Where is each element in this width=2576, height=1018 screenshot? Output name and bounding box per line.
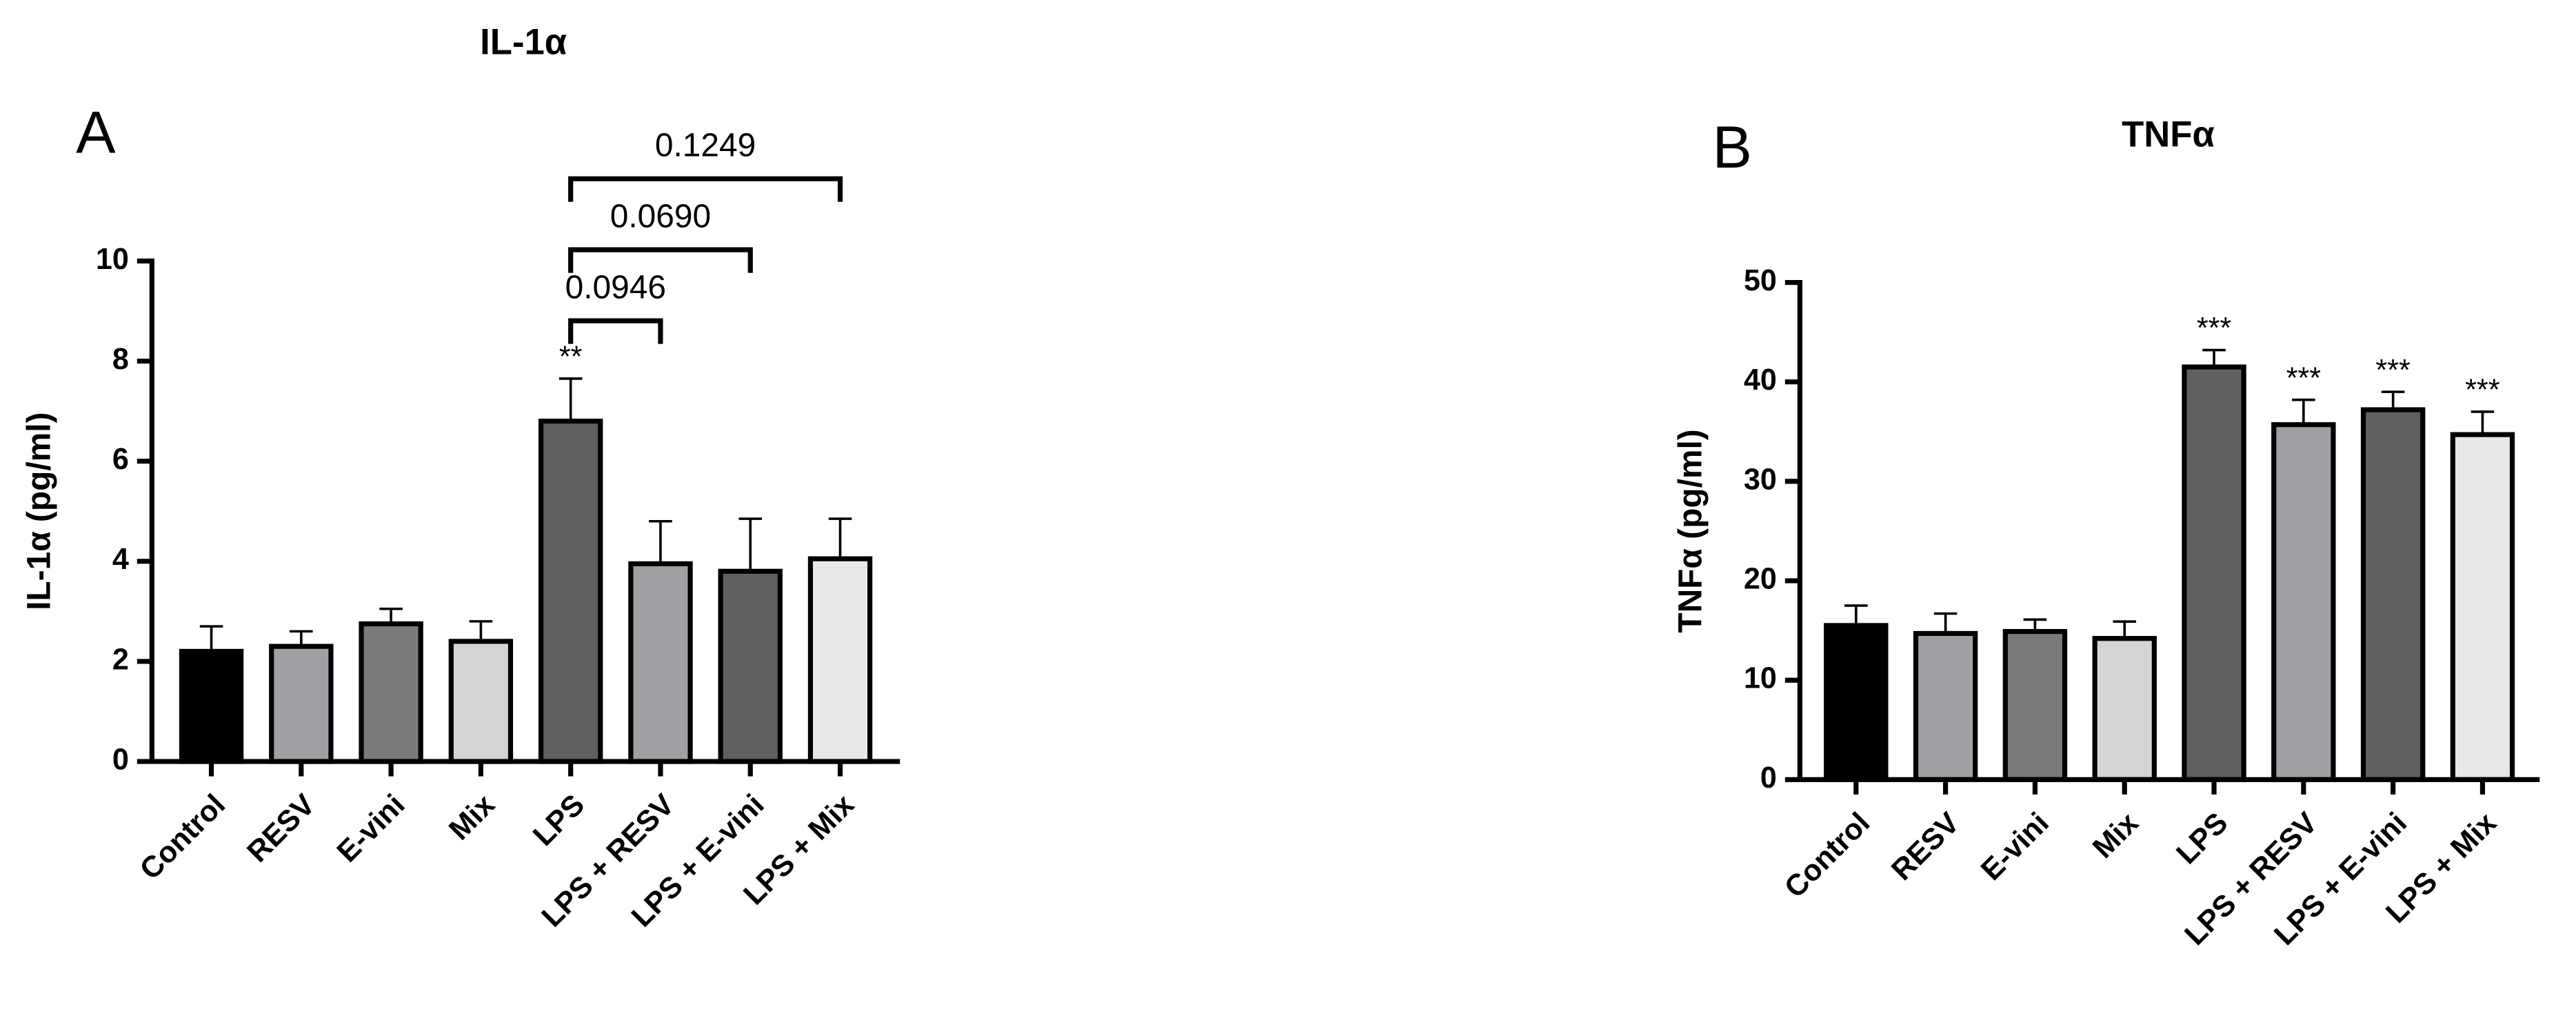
bar — [2182, 364, 2246, 782]
x-tick-label: LPS — [527, 788, 591, 852]
significance-label: *** — [2286, 361, 2322, 395]
bar — [2271, 422, 2336, 782]
x-tick-label: Control — [134, 788, 232, 886]
x-tick-label: Mix — [443, 788, 501, 847]
bar — [269, 643, 334, 764]
bar — [359, 621, 423, 764]
y-tick-label: 8 — [112, 343, 129, 376]
significance-label: *** — [2197, 312, 2232, 345]
bar — [628, 561, 693, 764]
y-tick-label: 2 — [112, 643, 129, 676]
comparison-bracket — [568, 318, 663, 344]
bar — [1824, 623, 1889, 782]
significance-label: *** — [2375, 354, 2411, 387]
bar — [538, 419, 603, 764]
comparison-bracket — [568, 247, 753, 273]
x-tick-label: E-vini — [1975, 806, 2055, 887]
bar — [448, 639, 514, 764]
x-tick-label: RESV — [241, 788, 321, 869]
chart-title: IL-1α — [480, 22, 567, 63]
bar — [1913, 630, 1978, 782]
y-tick-label: 20 — [1744, 562, 1777, 595]
y-tick-label: 0 — [112, 743, 129, 776]
x-tick-label: LPS — [2170, 806, 2234, 870]
panel-label: B — [1712, 114, 1752, 181]
y-tick-label: 10 — [96, 243, 129, 276]
x-tick-label: E-vini — [331, 788, 412, 869]
y-tick-label: 30 — [1744, 463, 1777, 496]
bar — [179, 648, 244, 764]
bar — [2360, 407, 2426, 782]
y-tick-label: 10 — [1744, 662, 1777, 695]
y-tick-label: 0 — [1760, 761, 1777, 795]
y-tick-label: 6 — [112, 443, 129, 476]
comparison-label: 0.0946 — [565, 269, 666, 306]
y-axis-label: IL-1α (pg/ml) — [21, 412, 58, 610]
y-axis-label: TNFα (pg/ml) — [1672, 429, 1709, 632]
significance-label: ** — [559, 341, 583, 374]
bar — [718, 568, 783, 764]
bar — [2450, 432, 2515, 782]
panel-label: A — [76, 100, 116, 166]
bar — [2002, 628, 2068, 782]
x-tick-label: Mix — [2086, 806, 2145, 865]
comparison-bracket — [568, 176, 843, 202]
x-tick-label: Control — [1778, 806, 1876, 904]
y-tick-label: 40 — [1744, 363, 1777, 397]
bar — [2092, 636, 2157, 782]
comparison-label: 0.1249 — [655, 127, 756, 163]
comparison-label: 0.0690 — [610, 198, 711, 234]
chart-title: TNFα — [2122, 114, 2215, 155]
x-tick-label: RESV — [1885, 806, 1966, 887]
significance-label: *** — [2465, 374, 2500, 407]
y-tick-label: 50 — [1744, 264, 1777, 297]
bar — [807, 556, 873, 764]
y-tick-label: 4 — [112, 543, 129, 576]
